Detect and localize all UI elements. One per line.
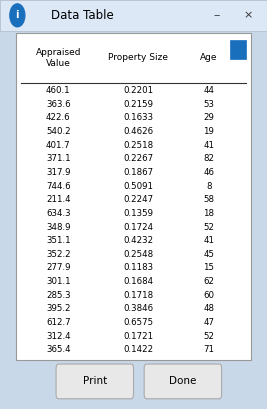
- Text: 0.1867: 0.1867: [123, 168, 153, 177]
- Text: 744.6: 744.6: [46, 182, 71, 191]
- Text: ‒: ‒: [213, 10, 219, 20]
- Text: 0.4626: 0.4626: [123, 127, 153, 136]
- Text: 0.1359: 0.1359: [123, 209, 153, 218]
- Text: Data Table: Data Table: [51, 9, 113, 22]
- Text: 352.2: 352.2: [46, 250, 71, 259]
- Text: ×: ×: [244, 10, 253, 20]
- Text: 540.2: 540.2: [46, 127, 71, 136]
- Text: 0.2247: 0.2247: [123, 195, 153, 204]
- Text: 0.2267: 0.2267: [123, 154, 153, 163]
- Circle shape: [10, 4, 25, 27]
- Text: Property Size: Property Size: [108, 53, 168, 63]
- Text: 52: 52: [203, 222, 214, 231]
- Text: 312.4: 312.4: [46, 332, 71, 341]
- Text: 351.1: 351.1: [46, 236, 71, 245]
- FancyBboxPatch shape: [230, 40, 246, 59]
- Text: 8: 8: [206, 182, 211, 191]
- FancyBboxPatch shape: [56, 364, 134, 399]
- Text: 277.9: 277.9: [46, 263, 70, 272]
- Text: 612.7: 612.7: [46, 318, 71, 327]
- Text: 0.4232: 0.4232: [123, 236, 153, 245]
- Text: Done: Done: [169, 376, 197, 387]
- Text: i: i: [15, 10, 19, 20]
- FancyBboxPatch shape: [16, 33, 251, 360]
- Text: 211.4: 211.4: [46, 195, 71, 204]
- Text: 41: 41: [203, 141, 214, 150]
- Text: 0.1718: 0.1718: [123, 291, 153, 300]
- Text: 365.4: 365.4: [46, 345, 71, 354]
- Text: 48: 48: [203, 304, 214, 313]
- Text: 58: 58: [203, 195, 214, 204]
- Text: 301.1: 301.1: [46, 277, 71, 286]
- Text: 0.3846: 0.3846: [123, 304, 153, 313]
- Text: 0.1724: 0.1724: [123, 222, 153, 231]
- FancyBboxPatch shape: [0, 0, 267, 31]
- Text: 46: 46: [203, 168, 214, 177]
- Text: 0.1422: 0.1422: [123, 345, 153, 354]
- Text: 53: 53: [203, 100, 214, 109]
- Text: 401.7: 401.7: [46, 141, 71, 150]
- Text: 15: 15: [203, 263, 214, 272]
- Text: 0.1183: 0.1183: [123, 263, 153, 272]
- Text: 0.1721: 0.1721: [123, 332, 153, 341]
- Text: 460.1: 460.1: [46, 86, 71, 95]
- Text: 19: 19: [203, 127, 214, 136]
- Text: Print: Print: [83, 376, 107, 387]
- Text: 0.2159: 0.2159: [123, 100, 153, 109]
- Text: 41: 41: [203, 236, 214, 245]
- Text: 18: 18: [203, 209, 214, 218]
- Text: 348.9: 348.9: [46, 222, 70, 231]
- Text: 62: 62: [203, 277, 214, 286]
- Text: 44: 44: [203, 86, 214, 95]
- Text: 82: 82: [203, 154, 214, 163]
- Text: 422.6: 422.6: [46, 113, 71, 122]
- Text: 52: 52: [203, 332, 214, 341]
- Text: 60: 60: [203, 291, 214, 300]
- Text: 29: 29: [203, 113, 214, 122]
- Text: 45: 45: [203, 250, 214, 259]
- Text: 371.1: 371.1: [46, 154, 71, 163]
- Text: 0.2518: 0.2518: [123, 141, 153, 150]
- Text: 0.1633: 0.1633: [123, 113, 153, 122]
- Text: 71: 71: [203, 345, 214, 354]
- Text: Age: Age: [200, 53, 217, 63]
- Text: 395.2: 395.2: [46, 304, 70, 313]
- Text: 0.6575: 0.6575: [123, 318, 153, 327]
- Text: 0.1684: 0.1684: [123, 277, 153, 286]
- Text: 285.3: 285.3: [46, 291, 71, 300]
- Text: 634.3: 634.3: [46, 209, 71, 218]
- Text: 47: 47: [203, 318, 214, 327]
- Text: 363.6: 363.6: [46, 100, 71, 109]
- FancyBboxPatch shape: [144, 364, 222, 399]
- Text: Appraised
Value: Appraised Value: [36, 48, 81, 67]
- Text: 0.5091: 0.5091: [123, 182, 153, 191]
- Text: 0.2548: 0.2548: [123, 250, 153, 259]
- Text: 0.2201: 0.2201: [123, 86, 153, 95]
- Text: 317.9: 317.9: [46, 168, 70, 177]
